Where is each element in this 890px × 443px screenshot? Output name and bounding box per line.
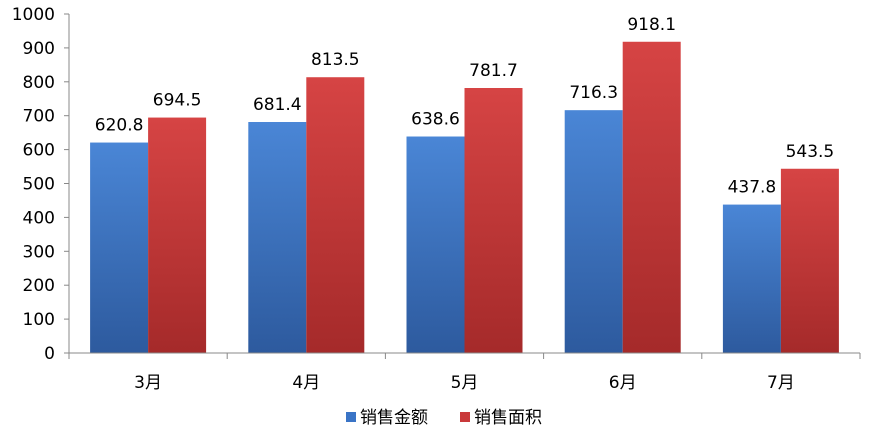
legend-swatch [346,412,356,422]
data-label: 716.3 [569,83,618,103]
data-label: 918.1 [627,15,676,35]
x-tick-label: 6月 [609,373,637,393]
y-axis-ticks: 0 100 200 300 400 500 600 700 800 900 1000 [12,5,69,364]
data-label: 638.6 [411,110,460,130]
legend-label: 销售金额 [360,408,428,428]
y-tick-label: 1000 [12,5,55,25]
y-tick-label: 600 [23,141,55,161]
data-label: 437.8 [728,178,777,198]
data-labels-layer: 620.8 681.4 638.6 716.3 437.8 694.5 813.5 781.7… [95,15,834,198]
legend-label: 销售面积 [474,408,542,428]
data-label: 694.5 [153,91,202,111]
data-label: 781.7 [469,61,518,81]
x-tick-label: 7月 [767,373,795,393]
y-tick-label: 700 [23,107,55,127]
bar-sales-area [306,77,365,353]
x-tick-label: 4月 [292,373,320,393]
bar-sales-area [780,168,839,353]
x-tick-label: 3月 [134,373,162,393]
bar-sales-area [464,88,523,354]
data-label: 620.8 [95,116,144,136]
x-axis-ticks: 3月 4月 5月 6月 7月 [68,353,861,393]
y-tick-label: 900 [23,39,55,59]
y-tick-label: 0 [44,344,55,364]
bar-sales-amount [90,142,149,353]
legend: 销售金额 销售面积 [346,408,542,428]
y-tick-label: 800 [23,73,55,93]
bars-layer [90,41,839,354]
legend-swatch [460,412,470,422]
y-tick-label: 200 [23,276,55,296]
bar-sales-amount [248,122,307,353]
y-tick-label: 100 [23,310,55,330]
y-tick-label: 300 [23,242,55,262]
y-tick-label: 500 [23,175,55,195]
bar-sales-amount [564,110,623,353]
bar-sales-amount [406,136,465,353]
data-label: 813.5 [311,50,360,70]
bar-sales-area [622,41,681,353]
bar-sales-area [148,117,207,353]
data-label: 681.4 [253,95,302,115]
data-label: 543.5 [786,142,835,162]
y-tick-label: 400 [23,208,55,228]
x-tick-label: 5月 [451,373,479,393]
bar-sales-amount [722,204,781,353]
